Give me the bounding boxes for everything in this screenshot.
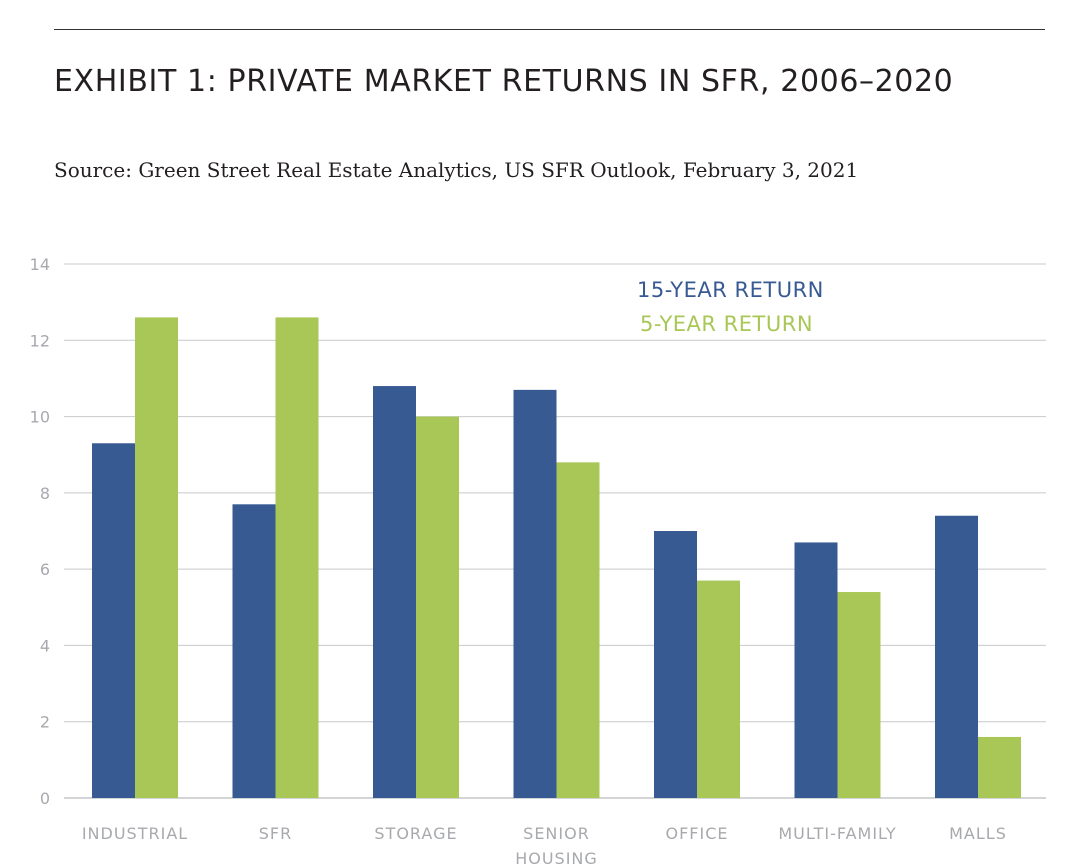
legend: 15-YEAR RETURN 5-YEAR RETURN <box>637 278 824 336</box>
bars <box>92 317 1021 798</box>
x-category-label: OFFICE <box>666 824 729 843</box>
page-title: EXHIBIT 1: PRIVATE MARKET RETURNS IN SFR… <box>54 64 954 99</box>
bar-5-year-office <box>697 580 740 798</box>
x-category-label: INDUSTRIAL <box>82 824 188 843</box>
y-tick-label: 4 <box>40 636 50 655</box>
bar-15-year-sfr <box>232 504 276 798</box>
x-axis-labels: INDUSTRIAL SFR STORAGE SENIOR HOUSING OFFICE M… <box>82 824 1007 866</box>
y-tick-label: 6 <box>40 560 50 579</box>
x-category-label: MALLS <box>949 824 1007 843</box>
bar-15-year-office <box>654 531 697 798</box>
bar-5-year-industrial <box>135 317 178 798</box>
bar-15-year-storage <box>373 386 416 798</box>
bar-5-year-storage <box>416 416 459 798</box>
source-note: Source: Green Street Real Estate Analyti… <box>54 158 859 182</box>
x-category-label: STORAGE <box>374 824 457 843</box>
bar-5-year-multi-family <box>837 592 881 798</box>
bar-5-year-malls <box>978 736 1021 798</box>
bar-15-year-multi-family <box>794 542 838 798</box>
top-rule <box>54 29 1045 30</box>
y-tick-label: 12 <box>30 331 50 350</box>
bar-15-year-malls <box>935 515 978 798</box>
legend-entry-15-year: 15-YEAR RETURN <box>637 278 824 302</box>
y-tick-label: 2 <box>40 713 50 732</box>
y-tick-label: 8 <box>40 484 50 503</box>
x-category-label: MULTI-FAMILY <box>778 824 896 843</box>
bar-15-year-industrial <box>92 443 135 798</box>
bar-5-year-sfr <box>275 317 319 798</box>
x-category-label: SENIOR HOUSING <box>515 824 598 866</box>
y-tick-label: 14 <box>30 255 50 274</box>
legend-entry-5-year: 5-YEAR RETURN <box>640 312 813 336</box>
bar-15-year-senior-housing <box>513 389 557 798</box>
bar-5-year-senior-housing <box>556 462 600 798</box>
y-tick-label: 0 <box>40 789 50 808</box>
x-category-label: SFR <box>259 824 292 843</box>
y-axis-ticks: 0 2 4 6 8 10 12 14 <box>30 255 50 808</box>
y-tick-label: 10 <box>30 408 50 427</box>
